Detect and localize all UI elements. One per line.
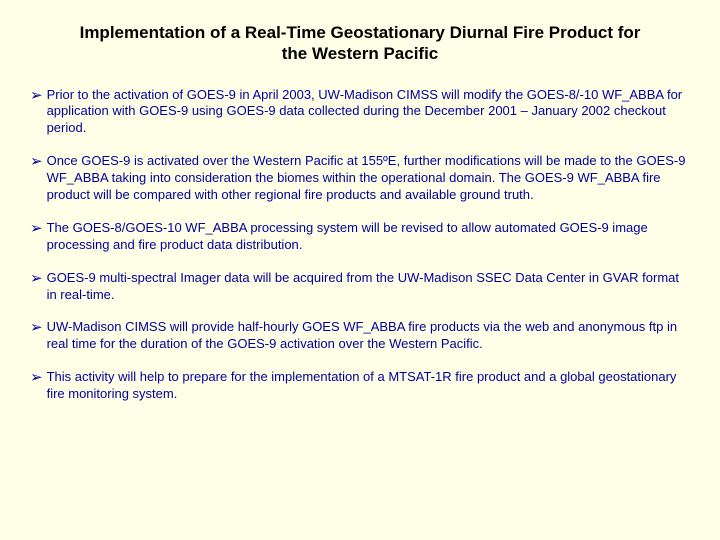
bullet-marker-icon: ➢ [30, 369, 43, 388]
bullet-marker-icon: ➢ [30, 87, 43, 106]
bullet-marker-icon: ➢ [30, 153, 43, 172]
bullet-marker-icon: ➢ [30, 270, 43, 289]
list-item: ➢ The GOES-8/GOES-10 WF_ABBA processing … [30, 220, 690, 254]
bullet-text: Prior to the activation of GOES-9 in Apr… [47, 87, 690, 138]
bullet-text: GOES-9 multi-spectral Imager data will b… [47, 270, 690, 304]
bullet-text: The GOES-8/GOES-10 WF_ABBA processing sy… [47, 220, 690, 254]
list-item: ➢ Once GOES-9 is activated over the West… [30, 153, 690, 204]
list-item: ➢ GOES-9 multi-spectral Imager data will… [30, 270, 690, 304]
bullet-text: UW-Madison CIMSS will provide half-hourl… [47, 319, 690, 353]
list-item: ➢ This activity will help to prepare for… [30, 369, 690, 403]
bullet-text: This activity will help to prepare for t… [47, 369, 690, 403]
list-item: ➢ UW-Madison CIMSS will provide half-hou… [30, 319, 690, 353]
bullet-list: ➢ Prior to the activation of GOES-9 in A… [30, 87, 690, 403]
slide-title: Implementation of a Real-Time Geostation… [70, 22, 650, 65]
bullet-marker-icon: ➢ [30, 319, 43, 338]
bullet-text: Once GOES-9 is activated over the Wester… [47, 153, 690, 204]
bullet-marker-icon: ➢ [30, 220, 43, 239]
list-item: ➢ Prior to the activation of GOES-9 in A… [30, 87, 690, 138]
